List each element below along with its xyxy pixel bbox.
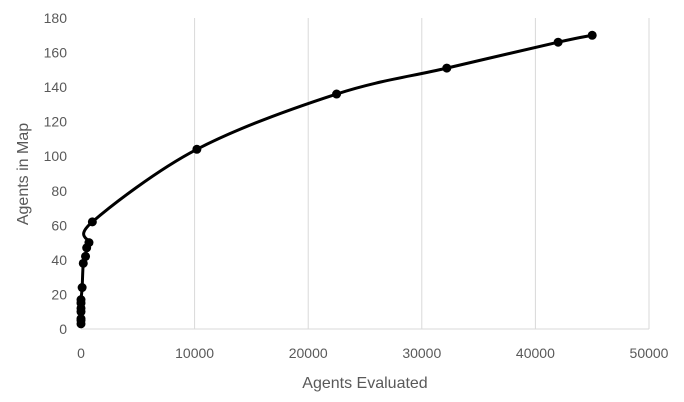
x-tick-label: 10000 bbox=[175, 345, 214, 361]
data-point bbox=[78, 258, 88, 268]
y-tick-label: 40 bbox=[51, 252, 67, 268]
data-points bbox=[76, 30, 597, 329]
data-series bbox=[79, 33, 594, 326]
x-tick-label: 0 bbox=[77, 345, 85, 361]
x-tick-label: 30000 bbox=[402, 345, 441, 361]
y-tick-label: 20 bbox=[51, 286, 67, 302]
data-point bbox=[587, 30, 597, 40]
y-tick-label: 60 bbox=[51, 217, 67, 233]
x-tick-label: 50000 bbox=[630, 345, 669, 361]
data-point bbox=[84, 238, 94, 248]
x-tick-label: 20000 bbox=[289, 345, 328, 361]
data-point bbox=[332, 89, 342, 99]
y-tick-labels: 0 20 40 60 80 100 120 140 160 180 bbox=[44, 10, 68, 337]
data-point bbox=[192, 144, 202, 154]
y-tick-label: 100 bbox=[44, 148, 68, 164]
data-point bbox=[87, 217, 97, 227]
data-point bbox=[77, 283, 87, 293]
data-point bbox=[76, 314, 86, 324]
y-tick-label: 80 bbox=[51, 183, 67, 199]
y-tick-label: 0 bbox=[59, 321, 67, 337]
data-point bbox=[76, 295, 86, 305]
y-tick-label: 140 bbox=[44, 79, 68, 95]
x-tick-label: 40000 bbox=[516, 345, 555, 361]
grid-lines bbox=[194, 18, 650, 329]
y-tick-label: 160 bbox=[44, 45, 68, 61]
y-tick-label: 120 bbox=[44, 114, 68, 130]
y-axis-title: Agents in Map bbox=[15, 123, 32, 225]
data-point bbox=[442, 63, 452, 73]
x-tick-labels: 0 10000 20000 30000 40000 50000 bbox=[77, 345, 669, 361]
y-tick-label: 180 bbox=[44, 10, 68, 26]
data-point bbox=[81, 251, 91, 261]
data-point bbox=[553, 37, 563, 47]
series-line bbox=[79, 33, 594, 326]
x-axis-title: Agents Evaluated bbox=[302, 375, 427, 392]
